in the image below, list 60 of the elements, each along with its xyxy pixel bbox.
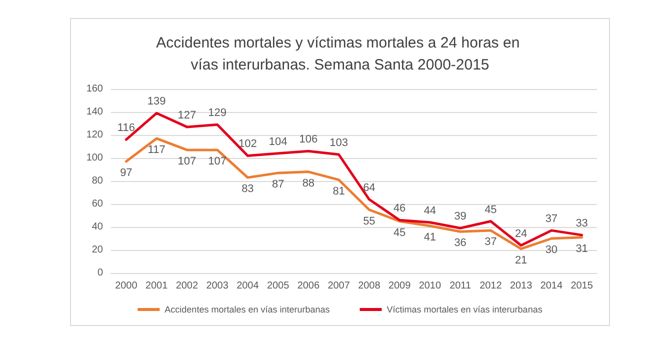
x-tick-label: 2003 (206, 280, 229, 292)
x-tick-label: 2014 (540, 280, 563, 292)
y-tick-label: 100 (86, 152, 104, 164)
data-label: 103 (330, 137, 348, 150)
y-tick-label: 40 (92, 222, 104, 232)
y-tick-label: 160 (86, 84, 104, 94)
x-tick-label: 2007 (328, 280, 350, 292)
data-label: 39 (454, 210, 466, 223)
data-label: 116 (117, 122, 135, 134)
data-label: 81 (332, 185, 345, 198)
data-label: 21 (514, 254, 528, 266)
data-label: 45 (393, 226, 406, 239)
y-tick-label: 80 (92, 176, 104, 186)
y-tick-label: 140 (86, 106, 104, 118)
data-label: 107 (208, 155, 226, 168)
data-label: 117 (148, 144, 166, 156)
y-tick-label: 20 (92, 244, 104, 256)
x-tick-label: 2004 (236, 280, 260, 292)
x-tick-label: 2010 (418, 280, 442, 292)
data-label: 45 (484, 204, 497, 216)
legend-label: Víctimas mortales en vías interurbanas (386, 304, 543, 314)
data-label: 37 (545, 212, 558, 225)
data-label: 106 (299, 134, 318, 146)
x-tick-label: 2000 (115, 280, 138, 292)
data-label: 129 (208, 107, 226, 120)
data-label: 31 (576, 242, 588, 255)
data-label: 24 (514, 228, 528, 240)
x-tick-label: 2002 (176, 280, 198, 292)
data-label: 87 (272, 178, 284, 190)
x-tick-label: 2009 (388, 280, 412, 292)
data-label: 83 (242, 183, 254, 196)
x-tick-label: 2011 (450, 280, 472, 292)
data-label: 97 (120, 166, 132, 179)
x-tick-label: 2008 (358, 280, 381, 292)
x-tick-label: 2005 (266, 280, 290, 292)
data-label: 33 (576, 218, 588, 230)
data-label: 44 (424, 204, 436, 217)
data-label: 37 (484, 236, 497, 248)
y-tick-label: 120 (86, 130, 104, 140)
x-tick-label: 2006 (297, 280, 320, 292)
data-label: 107 (178, 155, 196, 168)
data-label: 55 (363, 215, 376, 228)
data-label: 41 (424, 231, 436, 244)
y-tick-label: 60 (92, 198, 104, 210)
x-tick-label: 2015 (570, 280, 594, 292)
y-tick-label: 0 (97, 268, 104, 278)
legend-label: Accidentes mortales en vías interurbanas (164, 304, 330, 314)
x-tick-label: 2012 (480, 280, 502, 292)
data-label: 46 (393, 202, 406, 215)
data-label: 64 (363, 182, 376, 194)
x-tick-label: 2013 (510, 280, 533, 292)
x-tick-label: 2001 (145, 280, 168, 292)
data-label: 102 (238, 138, 257, 150)
chart-title: Accidentes mortales y víctimas mortales a 24 horas en vías interurbanas. Semana Santa 2000-2015 (156, 34, 524, 74)
data-label: 88 (302, 177, 315, 190)
data-label: 139 (147, 96, 166, 108)
data-label: 36 (454, 237, 466, 250)
data-label: 30 (545, 244, 558, 256)
data-label: 104 (268, 136, 288, 148)
data-label: 127 (178, 109, 196, 122)
